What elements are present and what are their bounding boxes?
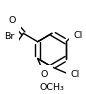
Text: O: O: [8, 16, 16, 25]
Text: Cl: Cl: [74, 31, 83, 39]
Text: Br: Br: [4, 32, 14, 41]
Text: O: O: [41, 70, 48, 79]
Text: Cl: Cl: [70, 70, 80, 79]
Text: OCH₃: OCH₃: [39, 83, 64, 92]
